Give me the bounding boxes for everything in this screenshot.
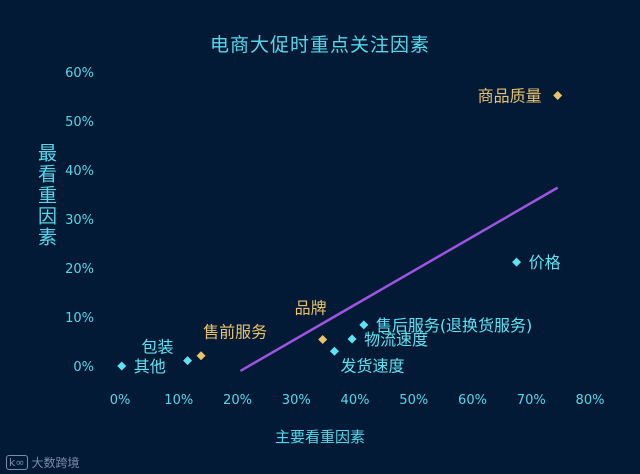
y-tick-label: 60% xyxy=(65,66,94,81)
x-tick-label: 10% xyxy=(164,393,193,408)
data-point xyxy=(359,320,369,330)
y-tick-label: 40% xyxy=(65,164,94,179)
point-label: 品牌 xyxy=(295,299,327,318)
point-label: 价格 xyxy=(529,253,561,272)
point-label: 物流速度 xyxy=(364,330,428,349)
x-tick-label: 60% xyxy=(458,393,487,408)
watermark-logo: k∞ xyxy=(6,455,28,470)
data-point xyxy=(318,335,328,345)
y-tick-label: 10% xyxy=(65,311,94,326)
data-point xyxy=(196,351,206,361)
watermark-text: 大数跨境 xyxy=(31,456,80,470)
x-tick-label: 50% xyxy=(399,393,428,408)
trendline xyxy=(239,186,559,372)
watermark: k∞ 大数跨境 xyxy=(6,454,80,471)
x-tick-label: 70% xyxy=(517,393,546,408)
data-point xyxy=(329,346,339,356)
point-label: 售前服务 xyxy=(203,323,267,342)
data-point xyxy=(553,91,563,101)
point-label: 包装 xyxy=(142,338,174,357)
x-tick-label: 0% xyxy=(110,393,131,408)
point-label: 发货速度 xyxy=(340,356,404,375)
y-tick-label: 20% xyxy=(65,262,94,277)
data-point xyxy=(183,356,193,366)
x-tick-label: 20% xyxy=(223,393,252,408)
data-point xyxy=(512,257,522,267)
x-tick-label: 30% xyxy=(282,393,311,408)
point-label: 售后服务(退换货服务) xyxy=(376,316,533,335)
x-axis-label: 主要看重因素 xyxy=(274,428,365,446)
y-tick-label: 0% xyxy=(73,360,94,375)
x-tick-label: 80% xyxy=(576,393,605,408)
point-label: 其他 xyxy=(134,357,166,376)
point-label: 商品质量 xyxy=(478,87,542,106)
x-tick-label: 40% xyxy=(341,393,370,408)
data-point xyxy=(117,361,127,371)
y-axis-label: 最看重因素 xyxy=(35,143,57,248)
y-tick-label: 50% xyxy=(65,115,94,130)
chart-title: 电商大促时重点关注因素 xyxy=(209,34,430,56)
data-point xyxy=(347,334,357,344)
y-tick-label: 30% xyxy=(65,213,94,228)
